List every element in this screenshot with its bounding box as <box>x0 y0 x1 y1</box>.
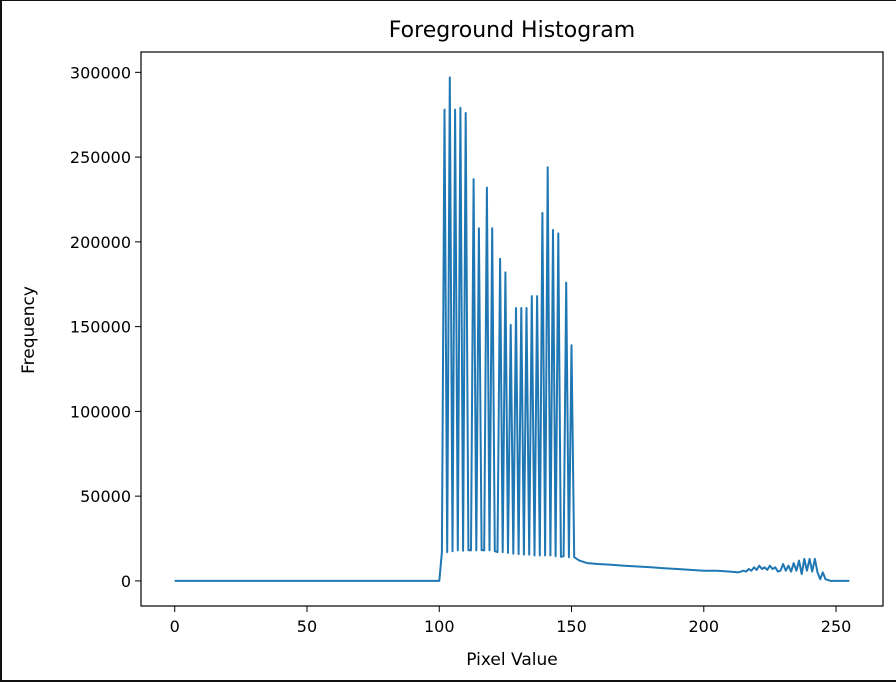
y-tick-label: 200000 <box>70 233 131 252</box>
y-tick-label: 300000 <box>70 63 131 82</box>
y-tick-label: 0 <box>121 572 131 591</box>
y-tick-label: 150000 <box>70 318 131 337</box>
chart-title: Foreground Histogram <box>389 18 635 43</box>
x-tick-label: 200 <box>689 617 720 636</box>
x-tick-label: 50 <box>297 617 317 636</box>
y-tick-label: 250000 <box>70 148 131 167</box>
y-axis-label: Frequency <box>19 286 39 374</box>
axis-ticks: 0 50 100 150 200 250 0 50000 100000 150000 200000 2… <box>70 63 851 636</box>
plot-area <box>174 76 850 582</box>
axes-frame <box>140 51 884 607</box>
x-tick-label: 150 <box>556 617 587 636</box>
x-axis-label: Pixel Value <box>466 650 557 670</box>
histogram-line <box>174 76 850 582</box>
y-tick-label: 50000 <box>80 487 131 506</box>
x-tick-label: 0 <box>170 617 180 636</box>
x-tick-label: 250 <box>821 617 852 636</box>
x-tick-label: 100 <box>424 617 455 636</box>
y-tick-label: 100000 <box>70 402 131 421</box>
